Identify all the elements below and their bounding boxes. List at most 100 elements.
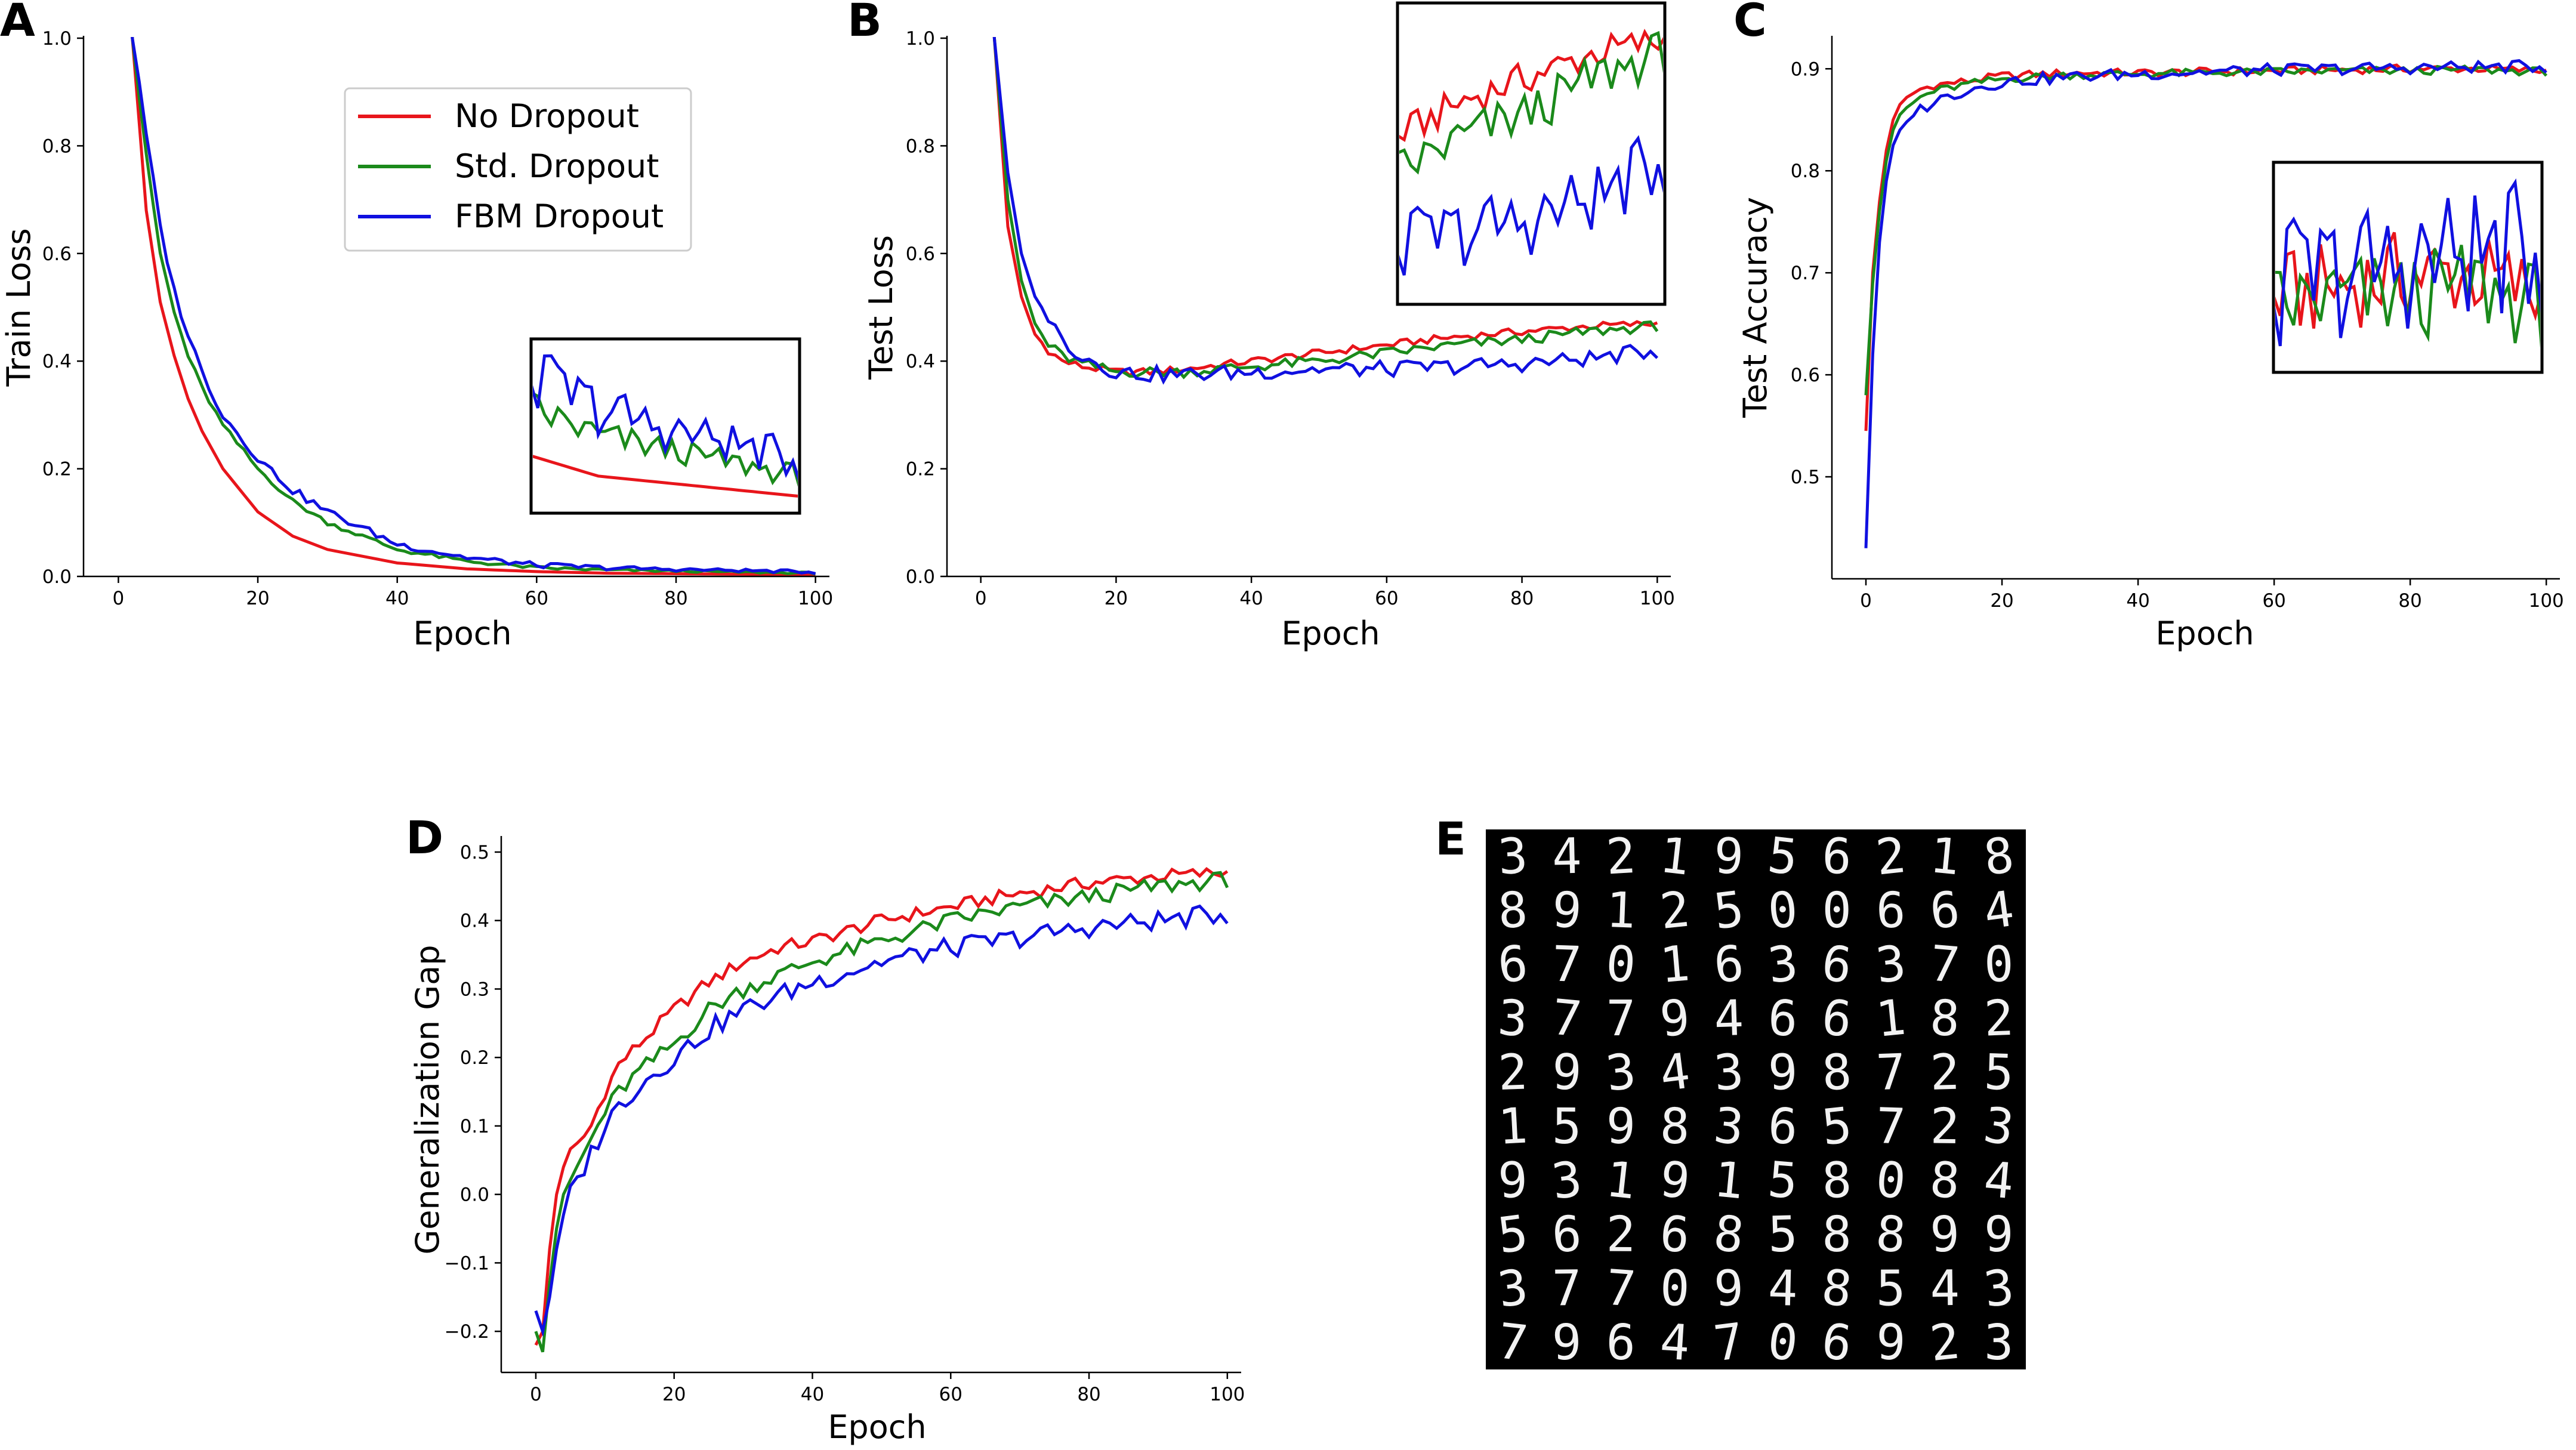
series-line-no-dropout: [131, 37, 816, 576]
inset-series-fbm-dropout: [1399, 135, 1663, 276]
x-tick-label: 80: [2398, 590, 2421, 612]
digit-cell: 8: [1659, 1098, 1690, 1155]
series-line-fbm-dropout: [1864, 58, 2547, 548]
x-tick-label: 20: [1990, 590, 2013, 612]
digit-cell: 9: [1550, 881, 1584, 940]
digit-cell: 0: [1983, 936, 2014, 994]
series-line-std-dropout: [131, 37, 816, 576]
digit-cell: 9: [1605, 1098, 1636, 1155]
digit-cell: 2: [1930, 1099, 1960, 1155]
inset-series-no-dropout: [533, 455, 798, 498]
digit-cell: 9: [1767, 1044, 1798, 1102]
y-axis-label: Train Loss: [0, 228, 38, 387]
x-axis-label: Epoch: [1281, 615, 1380, 652]
x-tick-label: 80: [1510, 588, 1534, 609]
digit-cell: 8: [1819, 1259, 1855, 1319]
x-tick-label: 80: [664, 588, 687, 609]
x-tick-label: 100: [2529, 590, 2564, 612]
digit-cell: 8: [1822, 1206, 1852, 1263]
series-line-std-dropout: [534, 871, 1229, 1353]
digit-cell: 6: [1658, 1205, 1692, 1264]
digit-cell: 2: [1929, 1044, 1960, 1102]
panel-e: E 3 4 2 1 9 5 6 2 1 88 9 1 2 5 0 0 6 6 46 7 0 1 6 3 6 3 7 03 7 7 9 4 6 6 1 8…: [1435, 812, 2026, 1373]
digit-cell: 8: [1497, 881, 1529, 940]
y-tick-label: 0.8: [1791, 161, 1820, 182]
digit-cell: 8: [1821, 1152, 1853, 1210]
digit-cell: 5: [1766, 1151, 1800, 1210]
x-axis-label: Epoch: [413, 615, 511, 652]
digit-cell: 4: [1767, 1260, 1798, 1318]
digit-cell: 5: [1983, 1044, 2014, 1102]
digit-cell: 8: [1980, 827, 2017, 887]
digit-cell: 3: [1711, 1097, 1747, 1156]
x-tick-label: 40: [2126, 590, 2149, 612]
digit-cell: 9: [1713, 828, 1744, 886]
y-tick-label: 0.5: [1791, 467, 1820, 488]
series-line-fbm-dropout: [992, 37, 1659, 385]
zoom-inset: [2272, 161, 2544, 374]
legend-label: Std. Dropout: [455, 147, 659, 185]
digit-cell: 6: [1819, 989, 1855, 1048]
series-line-std-dropout: [992, 37, 1659, 380]
panel-letter: E: [1435, 812, 1466, 865]
digit-cell: 0: [1766, 881, 1800, 940]
x-tick-label: 60: [939, 1384, 962, 1405]
x-tick-label: 40: [385, 588, 409, 609]
x-tick-label: 20: [1105, 588, 1128, 609]
zoom-inset: [1396, 1, 1667, 306]
digit-cell: 9: [1984, 1207, 2014, 1263]
digit-cell: 2: [1605, 828, 1637, 886]
digit-cell: 4: [1713, 990, 1744, 1048]
y-tick-label: 0.8: [906, 135, 935, 157]
panel-letter: C: [1733, 0, 1767, 47]
y-tick-label: 0.6: [42, 243, 72, 265]
digit-cell: 2: [1657, 881, 1692, 940]
digit-cell: 7: [1711, 1313, 1747, 1372]
series-line-no-dropout: [534, 867, 1229, 1346]
digit-cell: 6: [1767, 989, 1799, 1048]
digit-image-grid: [1486, 829, 2026, 1369]
x-tick-label: 0: [1860, 590, 1872, 612]
digit-cell: 6: [1927, 881, 1962, 940]
x-tick-label: 0: [113, 588, 125, 609]
panel-letter: D: [406, 811, 443, 864]
legend-label: No Dropout: [455, 97, 639, 135]
digit-cell: 1: [1658, 935, 1692, 994]
inset-series-fbm-dropout: [2275, 178, 2540, 347]
y-tick-label: 0.5: [460, 842, 489, 863]
digit-cell: 7: [1550, 989, 1584, 1048]
digit-cell: 7: [1551, 1260, 1582, 1318]
digit-cell: 3: [1497, 828, 1529, 886]
digit-cell: 5: [1552, 1099, 1582, 1155]
panel-b: 0 20 40 60 80 100 0.0 0.2 0.4 0.6 0.8 1.0 Epoch Test …: [847, 0, 1675, 652]
digit-cell: 4: [1930, 1260, 1960, 1318]
y-tick-label: 0.2: [460, 1047, 489, 1069]
digit-cell: 3: [1548, 1151, 1585, 1211]
y-tick-label: 0.2: [906, 459, 935, 480]
digit-cell: 2: [1497, 1044, 1529, 1102]
digit-cell: 7: [1495, 1313, 1531, 1372]
digit-cell: 5: [1765, 827, 1801, 887]
digit-cell: 8: [1821, 1044, 1853, 1102]
digit-cell: 7: [1875, 1044, 1906, 1102]
y-axis-label: Generalization Gap: [409, 945, 446, 1254]
digit-cell: 5: [1819, 1097, 1855, 1156]
x-tick-label: 100: [1210, 1384, 1245, 1405]
digit-cell: 2: [1873, 827, 1908, 887]
digit-cell: 6: [1605, 1314, 1636, 1371]
zoom-inset: [529, 337, 801, 515]
digit-cell: 6: [1875, 882, 1906, 939]
y-tick-label: 0.0: [906, 566, 935, 588]
digit-cell: 8: [1928, 1151, 1962, 1210]
y-tick-label: 0.3: [460, 979, 489, 1000]
digit-cell: 5: [1767, 1206, 1798, 1263]
digit-cell: 1: [1603, 1151, 1639, 1211]
inset-series-fbm-dropout: [533, 354, 798, 482]
x-tick-label: 80: [1077, 1384, 1100, 1405]
digit-cell: 0: [1822, 883, 1852, 939]
y-tick-label: 0.1: [460, 1116, 489, 1137]
digit-cell: 7: [1606, 991, 1636, 1047]
digit-cell: 3: [1603, 1043, 1639, 1103]
y-tick-label: 0.4: [906, 351, 935, 372]
